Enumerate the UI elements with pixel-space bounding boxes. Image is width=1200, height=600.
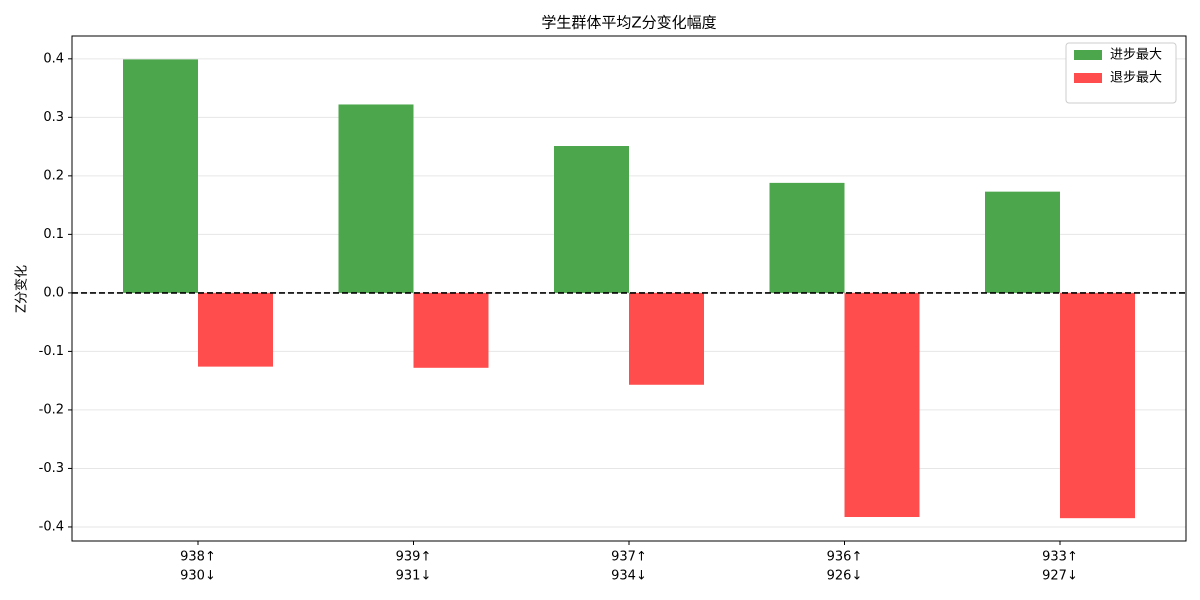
- bar: [198, 292, 273, 367]
- plot-frame: [71, 35, 1187, 542]
- bar: [985, 191, 1060, 293]
- x-tick-label: 931↓: [396, 569, 432, 584]
- y-tick-label: 0.2: [43, 168, 64, 183]
- bar: [123, 59, 198, 293]
- x-tick-label: 927↓: [1042, 569, 1078, 584]
- y-tick-label: 0.1: [43, 227, 64, 242]
- x-tick-label: 936↑: [827, 550, 863, 565]
- y-tick-label: 0.4: [43, 51, 64, 66]
- bar: [844, 292, 920, 518]
- bar: [554, 146, 629, 293]
- legend-label: 进步最大: [1110, 48, 1162, 63]
- bar: [629, 292, 704, 385]
- bar: [338, 104, 414, 293]
- y-tick-label: 0.3: [43, 110, 64, 125]
- legend-swatch: [1074, 73, 1102, 83]
- x-tick-label: 934↓: [611, 569, 647, 584]
- y-tick-label: -0.1: [39, 344, 64, 359]
- x-tick-label: 937↑: [611, 550, 647, 565]
- x-tick-label: 930↓: [180, 569, 216, 584]
- y-tick-label: -0.3: [39, 461, 64, 476]
- x-tick-label: 933↑: [1042, 550, 1078, 565]
- x-tick-label: 926↓: [827, 569, 863, 584]
- x-tick-label: 939↑: [396, 550, 432, 565]
- y-tick-label: -0.4: [39, 519, 64, 534]
- y-tick-label: 0.0: [43, 285, 64, 300]
- bar: [769, 182, 845, 293]
- y-tick-label: -0.2: [39, 402, 64, 417]
- y-axis-label: Z分变化: [14, 265, 30, 313]
- legend-swatch: [1074, 50, 1102, 60]
- chart-title: 学生群体平均Z分变化幅度: [541, 14, 716, 32]
- bar: [1060, 292, 1135, 519]
- legend-label: 退步最大: [1110, 71, 1162, 86]
- x-tick-label: 938↑: [180, 550, 216, 565]
- bar: [413, 292, 489, 368]
